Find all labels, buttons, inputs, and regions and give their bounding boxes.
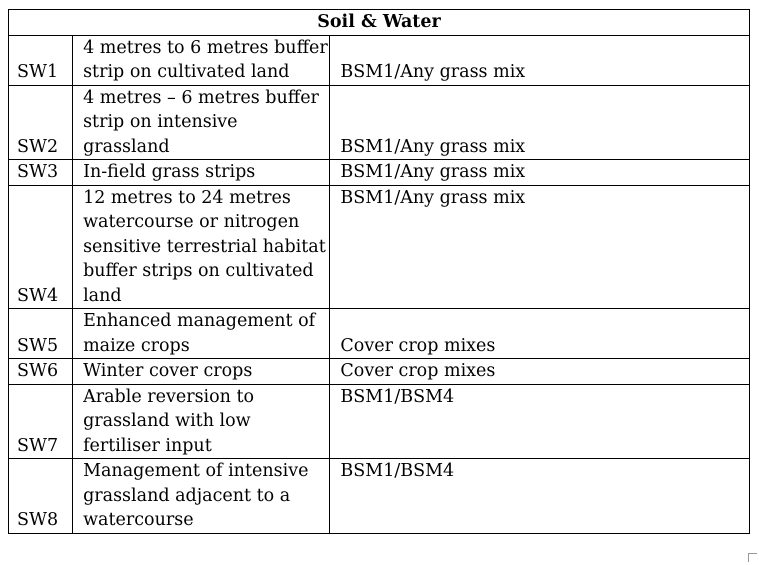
table-row: SW4 12 metres to 24 metres watercourse or… bbox=[7, 184, 750, 309]
table-resize-handle[interactable] bbox=[748, 553, 757, 562]
seed-mix: BSM1/Any grass mix bbox=[329, 159, 750, 186]
option-description: Winter cover crops bbox=[72, 358, 331, 385]
table-row: SW2 4 metres – 6 metres buffer strip on i… bbox=[7, 84, 750, 160]
option-code: SW4 bbox=[7, 184, 74, 309]
option-code: SW3 bbox=[7, 159, 74, 186]
seed-mix: Cover crop mixes bbox=[329, 308, 750, 359]
option-code: SW2 bbox=[7, 84, 74, 160]
option-code: SW6 bbox=[7, 358, 74, 385]
seed-mix: BSM1/BSM4 bbox=[329, 458, 750, 534]
table-row: SW8 Management of intensive grassland adj… bbox=[7, 458, 750, 534]
option-code: SW5 bbox=[7, 308, 74, 359]
option-code: SW8 bbox=[7, 458, 74, 534]
option-code: SW7 bbox=[7, 383, 74, 459]
option-description: Management of intensive grassland adjace… bbox=[72, 458, 331, 534]
table-row: SW5 Enhanced management of maize crops Cov… bbox=[7, 308, 750, 359]
option-code: SW1 bbox=[7, 34, 74, 86]
seed-mix: BSM1/Any grass mix bbox=[329, 184, 750, 309]
option-description: 12 metres to 24 metres watercourse or ni… bbox=[72, 184, 331, 309]
soil-water-table: Soil & Water SW1 4 metres to 6 metres buf… bbox=[7, 9, 750, 534]
option-description: Enhanced management of maize crops bbox=[72, 308, 331, 359]
table-title: Soil & Water bbox=[8, 9, 750, 36]
option-description: Arable reversion to grassland with low f… bbox=[72, 383, 331, 459]
seed-mix: BSM1/BSM4 bbox=[329, 383, 750, 459]
table-row: SW1 4 metres to 6 metres buffer strip on … bbox=[7, 34, 750, 86]
table-row: SW7 Arable reversion to grassland with lo… bbox=[7, 383, 750, 459]
option-description: 4 metres – 6 metres buffer strip on inte… bbox=[72, 84, 331, 160]
table-row: SW3 In-field grass strips BSM1/Any grass m… bbox=[7, 159, 750, 186]
seed-mix: Cover crop mixes bbox=[329, 358, 750, 385]
option-description: In-field grass strips bbox=[72, 159, 331, 186]
seed-mix: BSM1/Any grass mix bbox=[329, 84, 750, 160]
table-row: SW6 Winter cover crops Cover crop mixes bbox=[7, 358, 750, 385]
option-description: 4 metres to 6 metres buffer strip on cul… bbox=[72, 34, 331, 86]
seed-mix: BSM1/Any grass mix bbox=[329, 34, 750, 86]
table-header-row: Soil & Water bbox=[8, 9, 750, 36]
